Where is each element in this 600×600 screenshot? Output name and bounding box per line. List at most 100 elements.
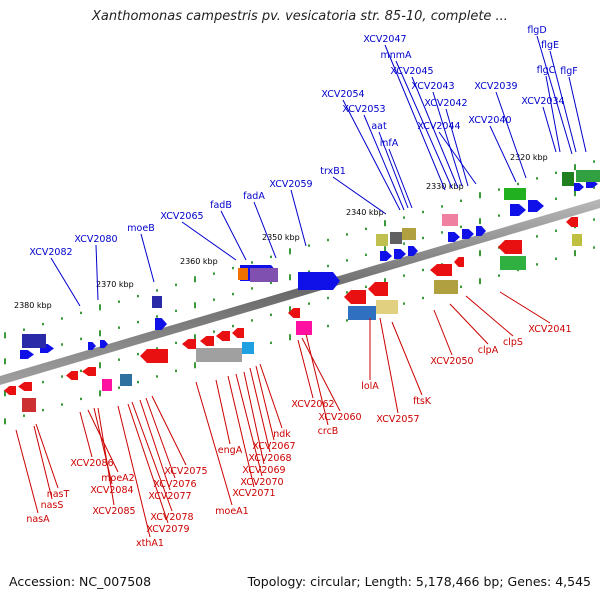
scale-tick <box>99 362 101 369</box>
scale-tick <box>574 190 576 197</box>
scale-tick <box>270 341 272 345</box>
scale-tick <box>555 171 557 174</box>
gene-label-XCV2045: XCV2045 <box>390 66 433 77</box>
gene-label-XCV2044: XCV2044 <box>417 121 460 132</box>
gene-label-aat: aat <box>371 121 387 132</box>
gene-arrow <box>82 367 96 376</box>
scale-tick <box>498 274 500 277</box>
scale-tick <box>460 225 462 228</box>
leader-line <box>391 321 423 396</box>
scale-tick <box>346 259 348 262</box>
scale-tick <box>4 418 6 425</box>
gene-label-XCV2084: XCV2084 <box>90 485 133 496</box>
leader-line <box>140 233 155 283</box>
kbp-label: 2360 kbp <box>180 257 218 266</box>
gene-block <box>196 348 242 362</box>
gene-arrow <box>498 240 522 254</box>
leader-line <box>15 429 39 514</box>
gene-arrow <box>462 229 474 239</box>
scale-tick <box>327 296 329 300</box>
scale-tick <box>422 236 424 240</box>
kbp-label: 2330 kbp <box>426 182 464 191</box>
gene-label-XCV2069: XCV2069 <box>242 465 285 476</box>
tick-marks: 2320 kbp 2330 kbp 2340 kbp 2350 kbp 2360 kbp… <box>4 153 595 425</box>
scale-tick <box>61 343 63 346</box>
scale-tick <box>479 218 481 225</box>
gene-arrow <box>408 246 418 256</box>
gene-arrow <box>18 382 32 391</box>
genome-axis <box>0 199 600 385</box>
leader-line <box>215 379 231 445</box>
leader-line <box>181 221 237 261</box>
gene-arrow <box>232 328 244 338</box>
accession-text: Accession: NC_007508 <box>9 574 152 589</box>
scale-tick <box>308 302 310 305</box>
scale-tick <box>80 311 82 315</box>
scale-tick <box>365 253 367 257</box>
leader-line <box>379 317 399 414</box>
gene-label-ndk: ndk <box>273 429 291 440</box>
gene-arrow <box>200 336 214 346</box>
scale-tick <box>156 347 158 350</box>
scale-tick <box>498 188 500 191</box>
gene-label-moeA1: moeA1 <box>215 506 248 517</box>
leader-line <box>243 371 265 465</box>
leader-line <box>449 303 489 345</box>
leader-line <box>145 397 176 479</box>
gene-arrow <box>476 226 486 236</box>
leader-line <box>249 367 271 453</box>
scale-tick <box>80 337 82 341</box>
leader-line <box>151 395 187 466</box>
gene-block <box>152 296 162 308</box>
gene-label-nasS: nasS <box>41 500 64 511</box>
gene-label-engA: engA <box>218 445 243 456</box>
leader-line <box>342 99 401 211</box>
gene-arrow <box>88 342 96 350</box>
gene-block <box>238 268 248 280</box>
gene-label-XCV2075: XCV2075 <box>164 466 207 477</box>
gene-label-ftsK: ftsK <box>413 396 432 407</box>
gene-block <box>348 306 376 320</box>
gene-label-XCV2059: XCV2059 <box>269 179 312 190</box>
gene-label-flgD: flgD <box>527 25 546 36</box>
scale-tick <box>156 289 158 292</box>
scale-tick <box>441 205 443 208</box>
gene-label-XCV2053: XCV2053 <box>342 104 385 115</box>
scale-tick <box>498 214 500 217</box>
scale-tick <box>593 246 595 249</box>
scale-tick <box>403 302 405 305</box>
scale-tick <box>403 242 405 245</box>
kbp-label: 2320 kbp <box>510 153 548 162</box>
leader-line <box>411 76 459 189</box>
leader-line <box>50 257 81 307</box>
gene-features <box>4 170 600 412</box>
gene-label-clpS: clpS <box>503 337 523 348</box>
gene-arrow <box>155 318 167 330</box>
gene-label-XCV2060: XCV2060 <box>318 412 361 423</box>
gene-label-XCV2067: XCV2067 <box>252 441 295 452</box>
scale-tick <box>80 369 82 373</box>
gene-block <box>376 234 388 246</box>
scale-tick <box>479 250 481 257</box>
leader-line <box>489 125 517 183</box>
leader-line <box>127 403 169 524</box>
leader-line <box>433 309 453 356</box>
scale-tick <box>441 231 443 234</box>
scale-tick <box>346 291 348 294</box>
scale-tick <box>270 255 272 259</box>
gene-label-moeA2: moeA2 <box>101 473 134 484</box>
sequence-axis-bar <box>0 199 600 385</box>
gene-label-XCV2086: XCV2086 <box>70 458 113 469</box>
leader-line <box>195 381 233 506</box>
leader-line <box>432 91 463 187</box>
scale-tick <box>251 261 253 264</box>
scale-tick <box>232 324 234 328</box>
gene-arrow <box>454 257 464 267</box>
scale-tick <box>555 229 557 232</box>
scale-tick <box>4 358 6 365</box>
scale-tick <box>80 397 82 401</box>
leader-line <box>33 425 53 500</box>
scale-tick <box>118 326 120 329</box>
scale-tick <box>327 264 329 268</box>
genome-summary-text: Topology: circular; Length: 5,178,466 bp… <box>247 574 591 589</box>
